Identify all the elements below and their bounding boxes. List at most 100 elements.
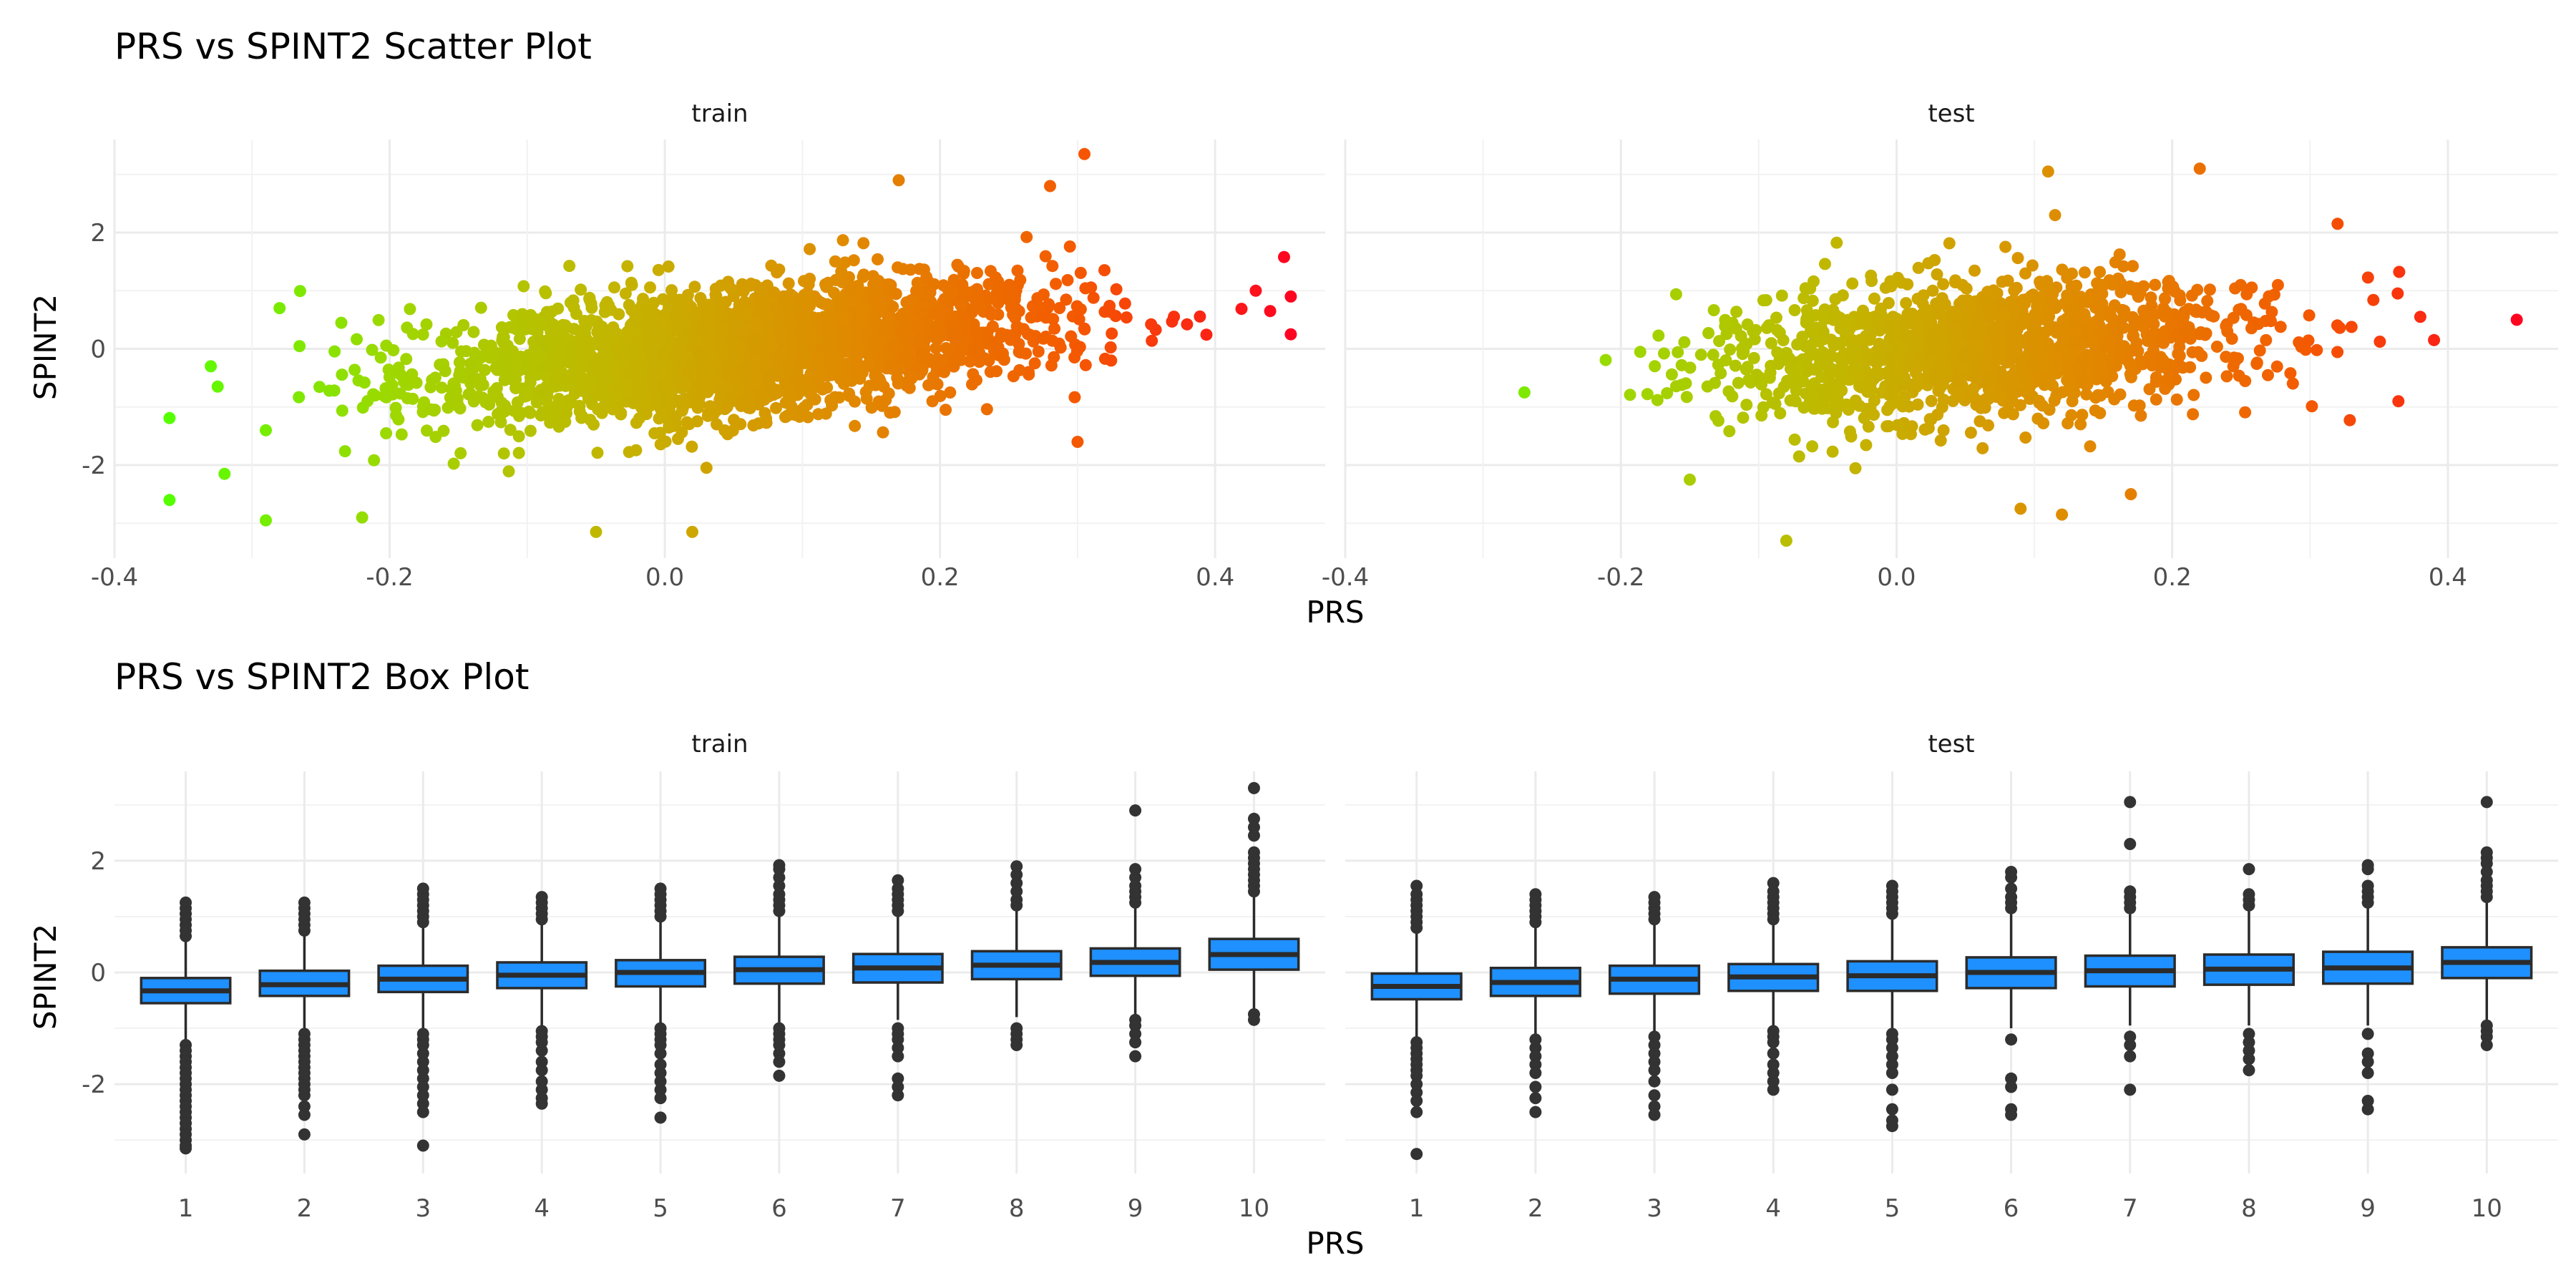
outlier-point xyxy=(1410,879,1423,892)
scatter-point xyxy=(952,260,965,273)
outlier-point xyxy=(2480,1039,2493,1051)
scatter-point xyxy=(1968,326,1981,338)
outlier-point xyxy=(1129,1028,1142,1040)
scatter-point xyxy=(1707,348,1719,361)
outlier-point xyxy=(535,1083,548,1096)
scatter-point xyxy=(1694,348,1707,361)
x-tick-label: -0.2 xyxy=(1597,563,1644,592)
box-6 xyxy=(733,859,825,1082)
box-7 xyxy=(2084,796,2176,1096)
outlier-point xyxy=(1648,1075,1661,1088)
scatter-point xyxy=(2311,343,2323,356)
scatter-point xyxy=(1937,394,1950,406)
scatter-point xyxy=(2200,371,2212,384)
scatter-point xyxy=(1840,318,1853,331)
scatter-point xyxy=(771,266,784,279)
scatter-point xyxy=(1991,386,2004,399)
x-tick-label: 9 xyxy=(2360,1194,2376,1223)
scatter-point xyxy=(2228,355,2241,368)
scatter-point xyxy=(2252,318,2265,331)
scatter-point xyxy=(761,335,774,347)
outlier-point xyxy=(892,1080,904,1093)
scatter-point xyxy=(804,243,816,255)
scatter-point xyxy=(1073,313,1085,326)
scatter-point xyxy=(709,288,722,301)
x-tick-label: 5 xyxy=(1885,1194,1901,1223)
scatter-point xyxy=(2265,306,2278,318)
scatter-point xyxy=(932,306,945,319)
outlier-point xyxy=(1529,1050,1542,1063)
outlier-point xyxy=(892,1050,904,1063)
scatter-point xyxy=(672,301,684,314)
scatter-point xyxy=(585,314,597,326)
scatter-point xyxy=(530,345,542,358)
scatter-point xyxy=(1719,313,1732,326)
scatter-point xyxy=(1707,304,1720,316)
scatter-point xyxy=(629,310,642,323)
x-tick-label: 0.2 xyxy=(921,563,960,592)
scatter-point xyxy=(420,318,433,331)
scatter-point xyxy=(1911,398,1924,411)
scatter-point xyxy=(1054,341,1067,354)
outlier-point xyxy=(2361,1028,2374,1040)
scatter-point xyxy=(441,401,454,414)
scatter-point xyxy=(1741,361,1754,374)
outlier-point xyxy=(1410,1069,1423,1082)
scatter-point xyxy=(934,389,947,402)
scatter-point xyxy=(969,324,982,337)
scatter-point xyxy=(659,435,672,448)
scatter-point xyxy=(758,344,771,357)
scatter-point xyxy=(1836,358,1849,371)
scatter-point xyxy=(1868,292,1880,305)
outlier-point xyxy=(2005,866,2018,878)
scatter-point xyxy=(1665,368,1678,381)
scatter-point xyxy=(2056,508,2069,521)
scatter-point xyxy=(770,401,782,414)
scatter-point xyxy=(1910,380,1923,393)
scatter-point xyxy=(2343,414,2356,426)
scatter-point xyxy=(1013,364,1026,376)
scatter-point xyxy=(563,260,576,273)
x-tick-label: 7 xyxy=(2122,1194,2138,1223)
scatter-point xyxy=(205,360,218,373)
outlier-point xyxy=(1767,1075,1780,1088)
scatter-point xyxy=(954,345,967,358)
outlier-point xyxy=(1129,879,1142,892)
scatter-point xyxy=(1788,304,1801,316)
scatter-point xyxy=(1110,283,1123,296)
scatter-point xyxy=(1937,334,1950,347)
outlier-point xyxy=(298,1100,311,1113)
scatter-point xyxy=(640,319,653,332)
outlier-point xyxy=(2480,874,2493,887)
scatter-point xyxy=(1040,310,1053,323)
box-9 xyxy=(2322,859,2414,1116)
outlier-point xyxy=(1648,891,1661,904)
outlier-point xyxy=(892,1089,904,1102)
scatter-point xyxy=(1830,236,1843,249)
scatter-point xyxy=(812,408,824,421)
scatter-point xyxy=(2104,306,2117,318)
scatter-point xyxy=(2036,399,2049,412)
scatter-point xyxy=(2149,278,2162,291)
scatter-point xyxy=(1880,342,1893,355)
scatter-point xyxy=(2373,336,2386,348)
scatter-point xyxy=(2414,311,2426,323)
outlier-point xyxy=(1529,888,1542,901)
x-tick-label: -0.2 xyxy=(366,563,413,592)
scatter-point xyxy=(1800,304,1813,317)
scatter-point xyxy=(1949,274,1962,287)
scatter-point xyxy=(804,300,816,313)
scatter-point xyxy=(1146,334,1158,347)
scatter-point xyxy=(454,447,467,459)
x-tick-label: 4 xyxy=(534,1194,550,1223)
scatter-point xyxy=(2157,336,2170,349)
scatter-point xyxy=(421,424,433,437)
scatter-point xyxy=(821,298,834,311)
scatter-point xyxy=(2284,367,2297,380)
scatter-point xyxy=(779,376,791,389)
scatter-point xyxy=(1011,264,1024,277)
scatter-point xyxy=(1946,322,1959,335)
scatter-point xyxy=(163,411,176,424)
scatter-point xyxy=(1790,374,1802,386)
outlier-point xyxy=(2480,1030,2493,1043)
